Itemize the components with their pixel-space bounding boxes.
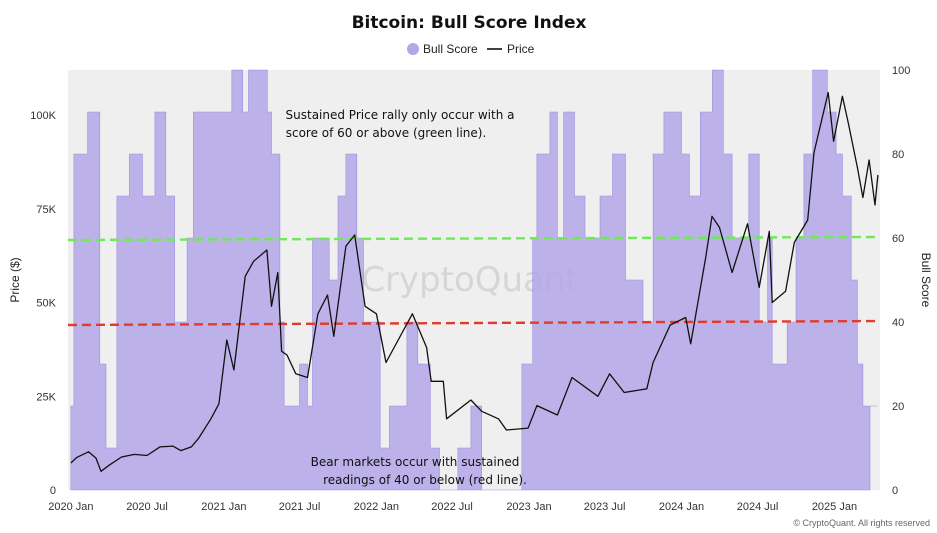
x-tick-label: 2022 Jul bbox=[431, 501, 473, 513]
x-tick-label: 2023 Jan bbox=[506, 501, 551, 513]
reference-line-60 bbox=[67, 235, 881, 242]
axes: 0 25K 50K 75K 100K 0 20 40 60 80 100 2020 Jan 2020 J… bbox=[30, 65, 910, 513]
y-left-tick-label: 25K bbox=[36, 391, 56, 403]
copyright-notice: © CryptoQuant. All rights reserved bbox=[793, 518, 930, 528]
x-tick-label: 2024 Jan bbox=[659, 501, 704, 513]
annotation-top-line-1: Sustained Price rally only occur with a bbox=[286, 108, 515, 122]
y-axis-right-label: Bull Score bbox=[919, 253, 933, 308]
legend-bull-score-marker bbox=[407, 43, 419, 55]
legend-bull-score-label: Bull Score bbox=[423, 42, 478, 56]
x-tick-label: 2020 Jan bbox=[48, 501, 93, 513]
x-tick-label: 2021 Jan bbox=[201, 501, 246, 513]
y-right-tick-label: 100 bbox=[892, 65, 910, 77]
chart-title: Bitcoin: Bull Score Index bbox=[352, 13, 587, 33]
reference-line-40 bbox=[67, 319, 881, 327]
annotation-bear-threshold: Bear markets occur with sustained readin… bbox=[311, 455, 527, 487]
y-right-tick-label: 0 bbox=[892, 485, 898, 497]
y-right-tick-label: 60 bbox=[892, 233, 904, 245]
annotation-bottom-line-2: readings of 40 or below (red line). bbox=[323, 473, 527, 487]
reference-lines bbox=[67, 235, 881, 327]
y-axis-left-label: Price ($) bbox=[8, 257, 22, 302]
y-left-tick-label: 75K bbox=[36, 204, 56, 216]
y-left-tick-label: 100K bbox=[30, 110, 56, 122]
price-series bbox=[70, 91, 879, 472]
y-right-tick-label: 40 bbox=[892, 317, 904, 329]
x-tick-label: 2022 Jan bbox=[354, 501, 399, 513]
y-left-tick-label: 50K bbox=[36, 298, 56, 310]
y-left-tick-label: 0 bbox=[50, 485, 56, 497]
x-tick-label: 2021 Jul bbox=[279, 501, 321, 513]
annotation-bull-threshold: Sustained Price rally only occur with a … bbox=[286, 108, 515, 140]
price-line bbox=[70, 91, 879, 472]
x-tick-label: 2024 Jul bbox=[737, 501, 779, 513]
chart-legend: Bull Score Price bbox=[407, 42, 535, 56]
y-right-tick-label: 20 bbox=[892, 401, 904, 413]
legend-price-label: Price bbox=[507, 42, 535, 56]
annotation-bottom-line-1: Bear markets occur with sustained bbox=[311, 455, 520, 469]
x-tick-label: 2020 Jul bbox=[126, 501, 168, 513]
y-right-tick-label: 80 bbox=[892, 149, 904, 161]
x-tick-label: 2023 Jul bbox=[584, 501, 626, 513]
x-tick-label: 2025 Jan bbox=[812, 501, 857, 513]
annotation-top-line-2: score of 60 or above (green line). bbox=[286, 126, 487, 140]
